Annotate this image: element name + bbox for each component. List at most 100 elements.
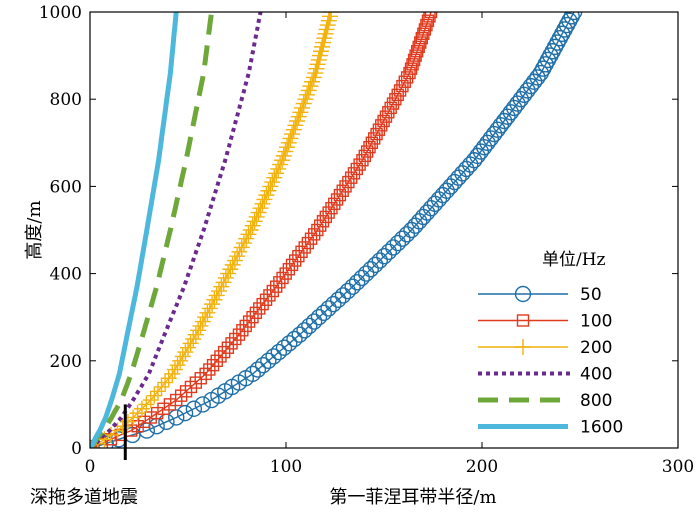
legend-entry-200: 200 [478, 338, 612, 358]
marker-200 [248, 208, 265, 225]
marker-200 [182, 335, 199, 352]
marker-50 [549, 34, 566, 51]
y-tick-label: 0 [71, 439, 82, 459]
marker-100 [417, 27, 430, 40]
marker-50 [367, 256, 384, 274]
marker-50 [502, 104, 520, 121]
legend-entry-50: 50 [478, 285, 602, 305]
marker-100 [273, 276, 286, 289]
marker-200 [310, 51, 327, 68]
legend-label-50: 50 [580, 285, 602, 305]
marker-100 [382, 106, 395, 119]
marker-50 [254, 356, 272, 374]
marker-50 [320, 300, 337, 317]
marker-100 [206, 358, 220, 372]
marker-200 [149, 383, 166, 400]
marker-50 [499, 108, 516, 125]
marker-50 [176, 404, 194, 422]
marker-50 [344, 278, 361, 295]
x-tick-label: 200 [466, 457, 498, 477]
marker-100 [282, 263, 296, 276]
marker-100 [406, 58, 419, 71]
legend-label-100: 100 [580, 312, 612, 332]
marker-200 [246, 213, 263, 230]
marker-50 [475, 138, 493, 156]
marker-100 [279, 267, 292, 280]
marker-200 [307, 65, 324, 82]
marker-200 [174, 348, 191, 365]
marker-50 [362, 261, 379, 278]
marker-200 [233, 239, 250, 256]
marker-200 [238, 230, 255, 247]
marker-50 [563, 12, 580, 25]
marker-200 [254, 195, 271, 212]
marker-50 [380, 243, 398, 261]
marker-50 [291, 326, 308, 343]
marker-100 [372, 123, 386, 136]
marker-100 [221, 341, 235, 354]
marker-50 [385, 239, 402, 256]
marker-200 [226, 252, 243, 269]
marker-200 [275, 147, 292, 164]
marker-200 [125, 409, 142, 426]
series-400 [90, 12, 263, 448]
marker-50 [275, 339, 293, 356]
marker-200 [285, 121, 302, 138]
marker-50 [554, 25, 571, 42]
marker-200 [302, 78, 319, 95]
marker-100 [386, 97, 400, 110]
marker-50 [353, 269, 370, 287]
marker-50 [270, 343, 288, 361]
legend-entry-800: 800 [478, 391, 612, 411]
marker-200 [133, 400, 150, 417]
y-axis-title: 高度/m [24, 200, 45, 259]
y-tick-label: 200 [50, 352, 82, 372]
marker-100 [398, 75, 411, 88]
marker-200 [318, 21, 335, 38]
marker-200 [311, 47, 328, 64]
marker-100 [393, 84, 407, 97]
series-200 [90, 12, 340, 448]
marker-200 [185, 331, 202, 347]
marker-50 [509, 95, 526, 112]
marker-200 [244, 217, 261, 234]
marker-200 [321, 12, 338, 25]
marker-50 [551, 29, 569, 47]
marker-50 [325, 295, 342, 313]
marker-200 [287, 117, 304, 134]
marker-200 [290, 108, 307, 125]
marker-50 [532, 64, 549, 82]
marker-50 [556, 21, 573, 38]
marker-200 [180, 339, 196, 356]
marker-200 [229, 248, 246, 265]
marker-100 [276, 271, 289, 285]
marker-100 [288, 254, 302, 267]
marker-50 [485, 125, 503, 143]
marker-50 [479, 134, 496, 152]
marker-100 [404, 62, 418, 75]
marker-50 [469, 147, 486, 165]
marker-200 [317, 25, 334, 42]
marker-200 [319, 17, 336, 34]
marker-50 [512, 90, 530, 108]
marker-200 [256, 191, 273, 208]
marker-50 [315, 304, 332, 322]
marker-50 [244, 365, 261, 383]
marker-200 [279, 139, 296, 156]
marker-200 [204, 296, 221, 313]
series-line-1600 [90, 12, 179, 448]
marker-200 [146, 387, 163, 404]
marker-50 [376, 247, 393, 265]
marker-100 [157, 402, 170, 415]
marker-200 [268, 165, 285, 182]
marker-200 [224, 256, 241, 273]
marker-50 [515, 86, 533, 104]
legend-label-800: 800 [580, 391, 612, 411]
marker-200 [264, 174, 281, 191]
marker-200 [314, 38, 331, 55]
marker-50 [537, 56, 554, 73]
marker-200 [260, 182, 277, 199]
marker-50 [505, 99, 523, 117]
series-100 [90, 12, 438, 448]
